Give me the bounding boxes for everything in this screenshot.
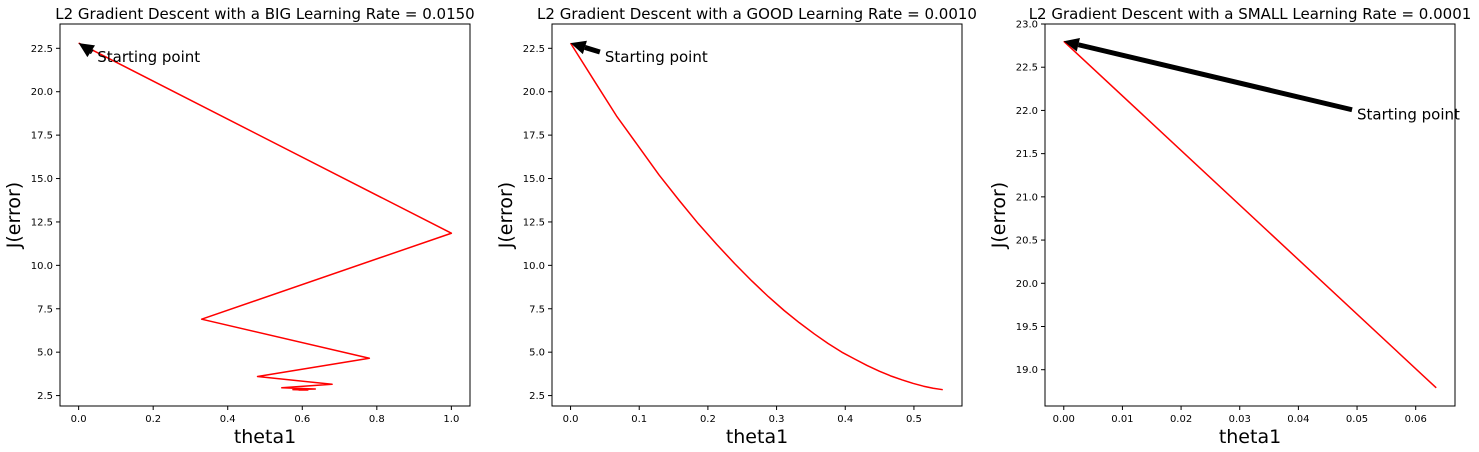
x-tick-label: 0.5 [906,414,922,425]
y-tick-label: 23.0 [1016,20,1038,31]
x-tick-label: 0.0 [563,414,579,425]
x-tick-label: 0.01 [1111,414,1133,425]
chart-title: L2 Gradient Descent with a SMALL Learnin… [1029,5,1472,23]
x-tick-label: 0.3 [769,414,785,425]
y-tick-label: 22.5 [31,44,53,55]
y-tick-label: 22.5 [523,44,545,55]
annotation-arrow-head [78,43,96,58]
y-tick-label: 12.5 [31,217,53,228]
series-line [569,42,943,391]
y-tick-label: 15.0 [523,174,545,185]
y-tick-label: 17.5 [523,131,545,142]
y-tick-label: 21.0 [1016,192,1038,203]
x-tick-label: 0.05 [1346,414,1368,425]
x-tick-label: 0.1 [631,414,647,425]
y-tick-label: 7.5 [529,304,545,315]
y-tick-label: 22.5 [1016,63,1038,74]
x-axis-label: theta1 [234,426,296,448]
x-tick-label: 0.6 [294,414,310,425]
y-tick-label: 22.0 [1016,106,1038,117]
annotation-text: Starting point [605,48,708,66]
y-tick-label: 20.0 [1016,279,1038,290]
x-tick-label: 1.0 [443,414,459,425]
annotation-text: Starting point [1357,106,1460,124]
x-tick-label: 0.8 [369,414,385,425]
chart-title: L2 Gradient Descent with a BIG Learning … [55,5,474,23]
series-line [1063,40,1437,389]
y-tick-label: 20.0 [523,87,545,98]
annotation-arrow-shaft [1077,42,1353,113]
annotation-text: Starting point [97,48,200,66]
annotation-arrow-head [570,40,587,55]
series-line [78,42,453,391]
y-tick-label: 19.5 [1016,322,1038,333]
plot-frame [59,23,471,407]
y-tick-label: 20.0 [31,87,53,98]
x-tick-label: 0.04 [1287,414,1309,425]
y-tick-label: 20.5 [1016,236,1038,247]
y-tick-label: 7.5 [37,304,53,315]
x-axis-label: theta1 [726,426,788,448]
x-tick-label: 0.2 [700,414,716,425]
y-tick-label: 12.5 [523,217,545,228]
chart-title: L2 Gradient Descent with a GOOD Learning… [537,5,977,23]
plot-frame [551,23,963,407]
y-axis-label: J(error) [3,182,25,249]
y-tick-label: 19.0 [1016,365,1038,376]
x-tick-label: 0.06 [1405,414,1427,425]
chart-panel-3: L2 Gradient Descent with a SMALL Learnin… [988,5,1471,448]
annotation-arrow-head [1063,37,1080,52]
annotation-arrow-shaft [89,49,94,55]
y-tick-label: 5.0 [37,348,53,359]
chart-panel-1: L2 Gradient Descent with a BIG Learning … [3,5,475,448]
y-tick-label: 2.5 [529,391,545,402]
y-tick-label: 17.5 [31,131,53,142]
x-tick-label: 0.4 [220,414,236,425]
x-tick-label: 0.0 [71,414,87,425]
y-tick-label: 2.5 [37,391,53,402]
y-tick-label: 10.0 [31,261,53,272]
y-tick-label: 5.0 [529,348,545,359]
y-tick-label: 10.0 [523,261,545,272]
x-axis-label: theta1 [1219,426,1281,448]
y-axis-label: J(error) [988,182,1010,249]
y-tick-label: 15.0 [31,174,53,185]
x-tick-label: 0.4 [837,414,853,425]
plot-frame [1044,23,1456,407]
y-tick-label: 21.5 [1016,149,1038,160]
y-axis-label: J(error) [495,182,517,249]
x-tick-label: 0.2 [145,414,161,425]
x-tick-label: 0.00 [1053,414,1075,425]
annotation-arrow-shaft [584,45,601,55]
x-tick-label: 0.03 [1229,414,1251,425]
chart-panel-2: L2 Gradient Descent with a GOOD Learning… [495,5,977,448]
x-tick-label: 0.02 [1170,414,1192,425]
